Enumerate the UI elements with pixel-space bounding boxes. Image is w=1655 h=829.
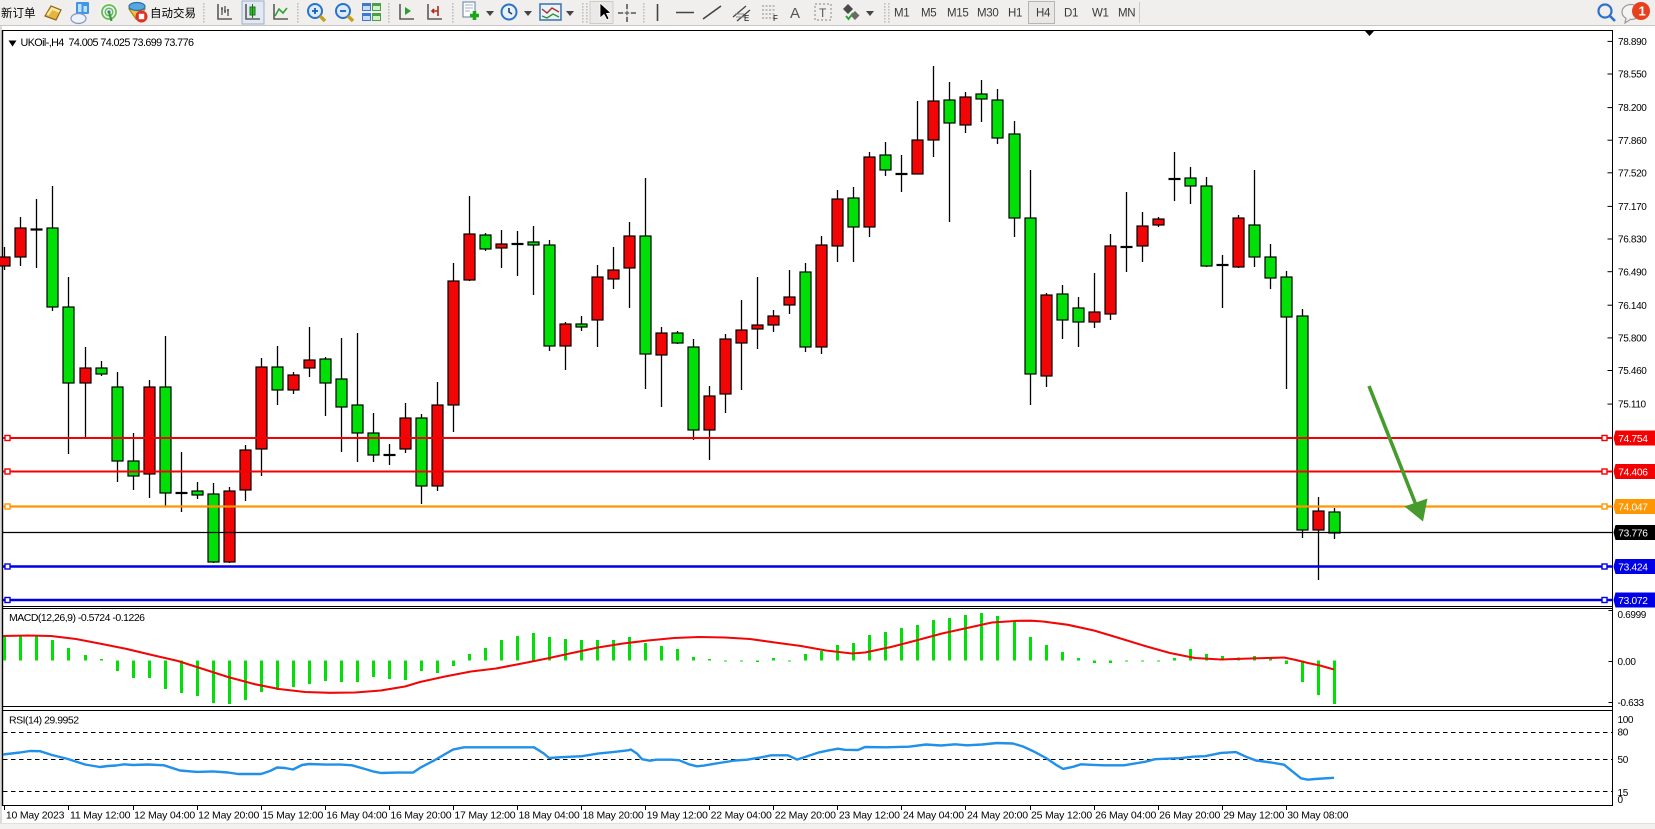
svg-text:80: 80 xyxy=(1618,728,1629,739)
svg-text:M5: M5 xyxy=(921,8,936,20)
svg-text:17 May 12:00: 17 May 12:00 xyxy=(454,810,515,822)
svg-text:1: 1 xyxy=(1639,4,1646,19)
svg-text:77.170: 77.170 xyxy=(1618,202,1647,213)
svg-text:30 May 08:00: 30 May 08:00 xyxy=(1287,810,1348,822)
svg-text:26 May 04:00: 26 May 04:00 xyxy=(1095,810,1156,822)
svg-text:18 May 20:00: 18 May 20:00 xyxy=(583,810,644,822)
svg-text:E: E xyxy=(744,14,749,23)
svg-text:11 May 12:00: 11 May 12:00 xyxy=(70,810,131,822)
svg-text:74.047: 74.047 xyxy=(1618,502,1648,513)
svg-text:RSI(14) 29.9952: RSI(14) 29.9952 xyxy=(9,715,79,727)
svg-text:自动交易: 自动交易 xyxy=(150,6,196,20)
svg-text:76.490: 76.490 xyxy=(1618,267,1647,278)
svg-text:M15: M15 xyxy=(947,8,968,20)
svg-text:74.754: 74.754 xyxy=(1618,434,1648,445)
svg-text:12 May 04:00: 12 May 04:00 xyxy=(134,810,195,822)
svg-text:T: T xyxy=(819,6,827,20)
svg-text:24 May 04:00: 24 May 04:00 xyxy=(903,810,964,822)
svg-text:50: 50 xyxy=(1618,755,1629,766)
svg-text:15: 15 xyxy=(1618,788,1629,799)
svg-text:19 May 12:00: 19 May 12:00 xyxy=(647,810,708,822)
svg-text:78.200: 78.200 xyxy=(1618,103,1647,114)
svg-text:W1: W1 xyxy=(1092,8,1109,20)
svg-text:M1: M1 xyxy=(894,8,909,20)
svg-text:16 May 20:00: 16 May 20:00 xyxy=(390,810,451,822)
svg-text:10 May 2023: 10 May 2023 xyxy=(6,810,65,822)
svg-text:76.140: 76.140 xyxy=(1618,301,1647,312)
svg-text:18 May 04:00: 18 May 04:00 xyxy=(518,810,579,822)
svg-text:22 May 20:00: 22 May 20:00 xyxy=(775,810,836,822)
svg-text:78.890: 78.890 xyxy=(1618,37,1647,48)
svg-text:16 May 04:00: 16 May 04:00 xyxy=(326,810,387,822)
svg-text:0: 0 xyxy=(1618,795,1624,806)
svg-text:24 May 20:00: 24 May 20:00 xyxy=(967,810,1028,822)
svg-text:UKOil-,H4 74.005 74.025 73.69: UKOil-,H4 74.005 74.025 73.699 73.776 xyxy=(21,37,194,49)
svg-text:73.776: 73.776 xyxy=(1618,528,1648,539)
svg-text:29 May 12:00: 29 May 12:00 xyxy=(1223,810,1284,822)
svg-text:75.460: 75.460 xyxy=(1618,366,1647,377)
svg-text:25 May 12:00: 25 May 12:00 xyxy=(1031,810,1092,822)
svg-text:MACD(12,26,9) -0.5724 -0.1226: MACD(12,26,9) -0.5724 -0.1226 xyxy=(9,612,145,624)
svg-text:MN: MN xyxy=(1118,8,1135,20)
svg-text:H1: H1 xyxy=(1008,8,1022,20)
svg-text:新订单: 新订单 xyxy=(1,6,36,20)
svg-text:H4: H4 xyxy=(1036,8,1051,20)
svg-text:73.072: 73.072 xyxy=(1618,596,1648,607)
svg-text:F: F xyxy=(773,14,778,23)
svg-text:0.6999: 0.6999 xyxy=(1618,610,1647,621)
svg-text:75.110: 75.110 xyxy=(1618,400,1647,411)
svg-text:26 May 20:00: 26 May 20:00 xyxy=(1159,810,1220,822)
svg-text:77.860: 77.860 xyxy=(1618,136,1647,147)
svg-text:D1: D1 xyxy=(1064,8,1078,20)
svg-text:A: A xyxy=(790,5,800,22)
svg-text:100: 100 xyxy=(1618,715,1634,726)
svg-text:-0.633: -0.633 xyxy=(1618,698,1645,709)
svg-text:77.520: 77.520 xyxy=(1618,168,1647,179)
svg-text:23 May 12:00: 23 May 12:00 xyxy=(839,810,900,822)
svg-text:15 May 12:00: 15 May 12:00 xyxy=(262,810,323,822)
svg-text:76.830: 76.830 xyxy=(1618,235,1647,246)
svg-text:74.406: 74.406 xyxy=(1618,467,1648,478)
svg-text:12 May 20:00: 12 May 20:00 xyxy=(198,810,259,822)
svg-text:73.424: 73.424 xyxy=(1618,562,1648,573)
svg-text:75.800: 75.800 xyxy=(1618,334,1647,345)
svg-text:0.00: 0.00 xyxy=(1618,657,1637,668)
svg-text:78.550: 78.550 xyxy=(1618,70,1647,81)
svg-text:22 May 04:00: 22 May 04:00 xyxy=(711,810,772,822)
svg-text:M30: M30 xyxy=(977,8,998,20)
